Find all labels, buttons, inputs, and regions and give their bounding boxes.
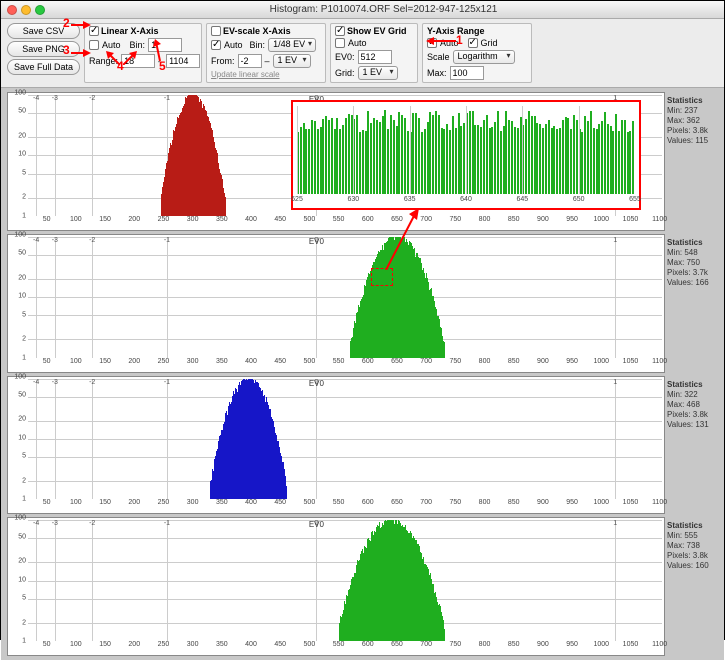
update-linear-scale-link[interactable]: Update linear scale <box>211 70 321 79</box>
linear-xaxis-label: Linear X-Axis <box>101 26 159 36</box>
evgrid-group: Show EV Grid Auto EV0: Grid: 1 EV <box>330 23 418 83</box>
zoom-inset: 625630635640645650655 <box>291 100 641 210</box>
minimize-icon[interactable] <box>21 5 31 15</box>
evgrid-label: Show EV Grid <box>347 26 407 36</box>
yaxis-group: Y-Axis Range Auto Grid Scale Logarithm M… <box>422 23 532 83</box>
yaxis-auto-checkbox[interactable] <box>427 38 437 48</box>
linear-bin-label: Bin: <box>130 40 146 50</box>
evgrid-checkbox[interactable] <box>335 26 345 36</box>
stats-panel: StatisticsMin: 548Max: 750Pixels: 3.7kVa… <box>667 234 722 373</box>
save-full-button[interactable]: Save Full Data <box>7 59 80 75</box>
zoom-icon[interactable] <box>35 5 45 15</box>
ev0-input[interactable] <box>358 50 392 64</box>
plot-area: -4-3-2-101EV0100502010521501001502002503… <box>1 88 724 660</box>
ymax-label: Max: <box>427 68 447 78</box>
evgrid-auto-label: Auto <box>348 38 367 48</box>
evscale-auto-checkbox[interactable] <box>211 40 221 50</box>
linear-xaxis-group: Linear X-Axis Auto Bin: Range: – <box>84 23 202 83</box>
stats-panel: StatisticsMin: 237Max: 362Pixels: 3.8kVa… <box>667 92 722 231</box>
evscale-xaxis-group: EV-scale X-Axis Auto Bin: 1/48 EV From: … <box>206 23 326 83</box>
save-csv-button[interactable]: Save CSV <box>7 23 80 39</box>
toolbar: Save CSV Save PNG Save Full Data Linear … <box>1 19 724 88</box>
histogram-plot: -4-3-2-101EV0100502010521501001502002503… <box>7 517 665 656</box>
zoom-source-rect <box>371 268 393 286</box>
evscale-from-label: From: <box>211 56 235 66</box>
evscale-bin-label: Bin: <box>250 40 266 50</box>
yaxis-title: Y-Axis Range <box>427 26 485 36</box>
evscale-from-max-select[interactable]: 1 EV <box>273 54 311 68</box>
yaxis-grid-label: Grid <box>481 38 498 48</box>
histogram-plot: -4-3-2-101EV0100502010521501001502002503… <box>7 234 665 373</box>
plot-row: -4-3-2-101EV0100502010521501001502002503… <box>7 376 722 515</box>
scale-label: Scale <box>427 52 450 62</box>
evscale-auto-label: Auto <box>224 40 243 50</box>
yaxis-auto-label: Auto <box>440 38 459 48</box>
titlebar: Histogram: P1010074.ORF Sel=2012-947-125… <box>1 1 724 19</box>
linear-auto-label: Auto <box>102 40 121 50</box>
ymax-input[interactable] <box>450 66 484 80</box>
evscale-bin-select[interactable]: 1/48 EV <box>268 38 316 52</box>
save-buttons: Save CSV Save PNG Save Full Data <box>7 23 80 83</box>
save-png-button[interactable]: Save PNG <box>7 41 80 57</box>
close-icon[interactable] <box>7 5 17 15</box>
evgrid-grid-select[interactable]: 1 EV <box>358 66 398 80</box>
window-title: Histogram: P1010074.ORF Sel=2012-947-125… <box>49 4 718 15</box>
plot-row: -4-3-2-101EV0100502010521501001502002503… <box>7 517 722 656</box>
linear-range-max-input[interactable] <box>166 54 200 68</box>
linear-bin-input[interactable] <box>148 38 182 52</box>
evscale-checkbox[interactable] <box>211 26 221 36</box>
linear-range-min-input[interactable] <box>121 54 155 68</box>
linear-auto-checkbox[interactable] <box>89 40 99 50</box>
linear-range-label: Range: <box>89 56 118 66</box>
linear-xaxis-checkbox[interactable] <box>89 26 99 36</box>
plot-row: -4-3-2-101EV0100502010521501001502002503… <box>7 234 722 373</box>
evscale-label: EV-scale X-Axis <box>223 26 291 36</box>
scale-select[interactable]: Logarithm <box>453 50 515 64</box>
evgrid-grid-label: Grid: <box>335 68 355 78</box>
histogram-plot: -4-3-2-101EV0100502010521501001502002503… <box>7 376 665 515</box>
stats-panel: StatisticsMin: 555Max: 738Pixels: 3.8kVa… <box>667 517 722 656</box>
ev0-label: EV0: <box>335 52 355 62</box>
evscale-from-min-input[interactable] <box>238 54 262 68</box>
evgrid-auto-checkbox[interactable] <box>335 38 345 48</box>
yaxis-grid-checkbox[interactable] <box>468 38 478 48</box>
stats-panel: StatisticsMin: 322Max: 468Pixels: 3.8kVa… <box>667 376 722 515</box>
